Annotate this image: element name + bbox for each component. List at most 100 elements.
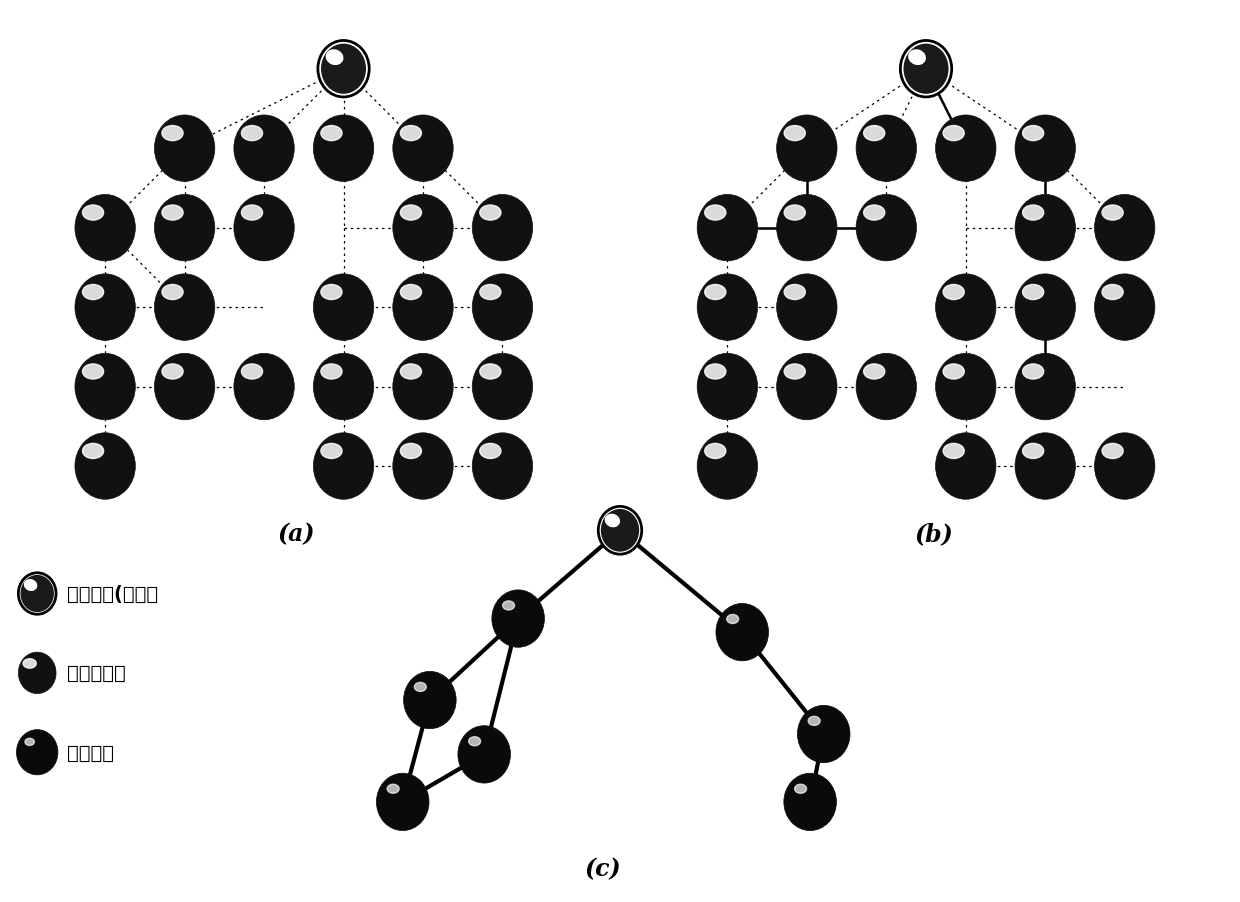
Text: 传感器节点: 传感器节点 xyxy=(67,664,125,683)
Ellipse shape xyxy=(784,285,805,300)
Ellipse shape xyxy=(472,433,533,500)
Ellipse shape xyxy=(863,126,885,142)
Ellipse shape xyxy=(317,41,370,97)
Ellipse shape xyxy=(321,126,342,142)
Ellipse shape xyxy=(1023,444,1044,459)
Ellipse shape xyxy=(492,590,544,648)
Ellipse shape xyxy=(1016,115,1075,182)
Ellipse shape xyxy=(83,364,104,380)
Ellipse shape xyxy=(74,274,135,341)
Ellipse shape xyxy=(863,364,885,380)
Text: (b): (b) xyxy=(915,522,954,546)
Ellipse shape xyxy=(393,354,453,420)
Ellipse shape xyxy=(401,126,422,142)
Ellipse shape xyxy=(414,683,427,692)
Ellipse shape xyxy=(697,274,758,341)
Ellipse shape xyxy=(697,195,758,262)
Ellipse shape xyxy=(1016,274,1075,341)
Ellipse shape xyxy=(321,444,342,459)
Ellipse shape xyxy=(935,115,996,182)
Ellipse shape xyxy=(1102,285,1123,300)
Ellipse shape xyxy=(944,444,965,459)
Ellipse shape xyxy=(502,602,515,611)
Ellipse shape xyxy=(25,739,35,746)
Ellipse shape xyxy=(784,206,805,221)
Ellipse shape xyxy=(856,354,916,420)
Ellipse shape xyxy=(472,274,533,341)
Ellipse shape xyxy=(155,115,215,182)
Ellipse shape xyxy=(16,730,58,775)
Ellipse shape xyxy=(314,274,373,341)
Ellipse shape xyxy=(314,433,373,500)
Ellipse shape xyxy=(776,354,837,420)
Ellipse shape xyxy=(393,433,453,500)
Ellipse shape xyxy=(1023,126,1044,142)
Ellipse shape xyxy=(242,126,263,142)
Ellipse shape xyxy=(321,285,342,300)
Ellipse shape xyxy=(24,659,36,668)
Ellipse shape xyxy=(697,433,758,500)
Ellipse shape xyxy=(1102,444,1123,459)
Ellipse shape xyxy=(393,115,453,182)
Ellipse shape xyxy=(234,195,294,262)
Ellipse shape xyxy=(601,511,639,551)
Ellipse shape xyxy=(935,354,996,420)
Ellipse shape xyxy=(21,576,53,612)
Ellipse shape xyxy=(242,206,263,221)
Ellipse shape xyxy=(314,354,373,420)
Ellipse shape xyxy=(704,206,725,221)
Ellipse shape xyxy=(234,115,294,182)
Ellipse shape xyxy=(863,206,885,221)
Ellipse shape xyxy=(795,785,806,794)
Ellipse shape xyxy=(74,354,135,420)
Ellipse shape xyxy=(1023,285,1044,300)
Ellipse shape xyxy=(1095,433,1154,500)
Ellipse shape xyxy=(242,364,263,380)
Ellipse shape xyxy=(1023,206,1044,221)
Ellipse shape xyxy=(909,51,925,65)
Ellipse shape xyxy=(401,364,422,380)
Ellipse shape xyxy=(704,364,725,380)
Ellipse shape xyxy=(697,354,758,420)
Ellipse shape xyxy=(704,285,725,300)
Ellipse shape xyxy=(598,507,642,555)
Ellipse shape xyxy=(321,45,366,94)
Ellipse shape xyxy=(162,364,184,380)
Ellipse shape xyxy=(155,195,215,262)
Ellipse shape xyxy=(480,206,501,221)
Ellipse shape xyxy=(1023,364,1044,380)
Ellipse shape xyxy=(401,206,422,221)
Ellipse shape xyxy=(458,726,511,783)
Ellipse shape xyxy=(83,206,104,221)
Ellipse shape xyxy=(321,364,342,380)
Ellipse shape xyxy=(234,354,294,420)
Ellipse shape xyxy=(797,705,849,763)
Ellipse shape xyxy=(727,615,739,624)
Ellipse shape xyxy=(715,603,769,661)
Text: (c): (c) xyxy=(585,856,621,880)
Ellipse shape xyxy=(856,195,916,262)
Ellipse shape xyxy=(1016,354,1075,420)
Ellipse shape xyxy=(162,126,184,142)
Ellipse shape xyxy=(776,115,837,182)
Ellipse shape xyxy=(401,444,422,459)
Ellipse shape xyxy=(472,195,533,262)
Ellipse shape xyxy=(326,51,342,65)
Ellipse shape xyxy=(1095,274,1154,341)
Ellipse shape xyxy=(1102,206,1123,221)
Ellipse shape xyxy=(1095,195,1154,262)
Ellipse shape xyxy=(19,652,56,694)
Ellipse shape xyxy=(403,672,456,729)
Ellipse shape xyxy=(935,433,996,500)
Ellipse shape xyxy=(776,274,837,341)
Ellipse shape xyxy=(25,580,37,591)
Ellipse shape xyxy=(19,573,56,614)
Ellipse shape xyxy=(472,354,533,420)
Ellipse shape xyxy=(155,354,215,420)
Ellipse shape xyxy=(401,285,422,300)
Ellipse shape xyxy=(480,285,501,300)
Ellipse shape xyxy=(393,274,453,341)
Ellipse shape xyxy=(808,716,820,725)
Ellipse shape xyxy=(704,444,725,459)
Ellipse shape xyxy=(83,285,104,300)
